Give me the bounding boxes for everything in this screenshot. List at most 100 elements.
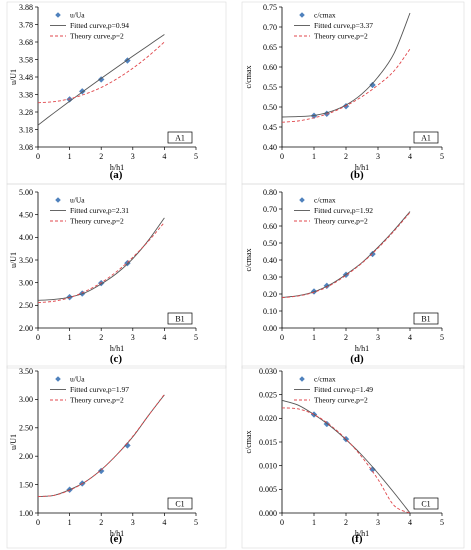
data-point [124, 259, 131, 267]
y-tick-label: 0.010 [259, 461, 277, 470]
y-axis-label: u/U1 [9, 252, 18, 268]
legend-label: u/Ua [70, 11, 85, 20]
y-tick-label: 0.50 [263, 103, 277, 112]
x-tick-label: 4 [408, 333, 412, 342]
x-axis-label: h/h1 [110, 344, 124, 353]
y-tick-label: 0.55 [263, 83, 277, 92]
y-tick-label: 3.28 [19, 108, 33, 117]
y-axis-label: c/cmax [244, 65, 253, 88]
theory-curve-line [38, 394, 165, 497]
legend-label: u/Ua [70, 375, 85, 384]
panel-frame [6, 365, 227, 549]
y-tick-label: 1.50 [19, 480, 33, 489]
panel-tag-box [413, 497, 439, 510]
x-tick-label: 0 [280, 152, 284, 161]
legend-label: c/cmax [314, 11, 336, 20]
y-tick-label: 3.50 [19, 256, 33, 265]
y-tick-label: 0.30 [263, 273, 277, 282]
legend-marker-icon [55, 376, 61, 382]
chart-panel-3: 2.00 2.50 3.00 3.50 4.00 4.50 5.00 0 1 2 3 4 5 h/h1 u/… [6, 183, 227, 369]
chart-panel-4: 0.00 0.10 0.20 0.30 0.40 0.50 0.60 0.70 0.80 0 1 2 3… [241, 183, 465, 369]
y-tick-label: 2.50 [19, 424, 33, 433]
y-tick-label: 0.70 [263, 205, 277, 214]
y-tick-label: 1.00 [19, 509, 33, 518]
legend-marker-icon [55, 197, 61, 203]
legend-label: u/Ua [70, 196, 85, 205]
x-tick-label: 5 [194, 152, 198, 161]
fitted-curve-line [282, 12, 411, 118]
y-tick-label: 3.18 [19, 125, 33, 134]
legend-label: Fitted curve,p=1.49 [314, 385, 373, 394]
y-tick-label: 3.88 [19, 3, 33, 12]
y-tick-label: 2.00 [19, 324, 33, 333]
y-tick-label: 0.20 [263, 290, 277, 299]
panel-frame [241, 365, 465, 549]
y-tick-label: 0.030 [259, 367, 277, 376]
theory-curve-line [282, 48, 411, 123]
x-tick-label: 1 [68, 518, 72, 527]
panel-tag-box [167, 131, 193, 144]
legend-label: Theory curve,p=2 [314, 217, 368, 226]
x-tick-label: 4 [408, 518, 412, 527]
legend-label: Theory curve,p=2 [314, 396, 368, 405]
legend-label: c/cmax [314, 375, 336, 384]
panel-frame [6, 183, 227, 369]
y-tick-label: 2.00 [19, 452, 33, 461]
legend-label: Theory curve,p=2 [70, 32, 124, 41]
panel-caption: (c) [110, 353, 123, 365]
y-tick-label: 0.025 [259, 390, 277, 399]
y-tick-label: 0.005 [259, 485, 277, 494]
y-tick-label: 4.00 [19, 233, 33, 242]
panel-tag-label: B1 [175, 314, 184, 323]
chart-panel-5: 1.00 1.50 2.00 2.50 3.00 3.50 0 1 2 3 4 5 h/h1 u/U1 u/… [6, 365, 227, 549]
x-tick-label: 5 [440, 333, 444, 342]
panel-tag-label: C1 [175, 499, 184, 508]
y-tick-label: 4.50 [19, 210, 33, 219]
x-tick-label: 5 [440, 518, 444, 527]
y-tick-label: 0.65 [263, 43, 277, 52]
x-axis-label: h/h1 [110, 529, 124, 538]
fitted-curve-line [282, 399, 411, 513]
x-tick-label: 1 [312, 518, 316, 527]
y-axis-label: c/cmax [244, 430, 253, 453]
y-tick-label: 3.50 [19, 367, 33, 376]
panel-caption: (d) [350, 353, 364, 365]
data-point [97, 76, 105, 83]
y-axis-label: c/cmax [244, 248, 253, 271]
panel-caption: (b) [350, 169, 364, 181]
y-tick-label: 2.50 [19, 301, 33, 310]
x-tick-label: 0 [280, 518, 284, 527]
y-tick-label: 3.00 [19, 278, 33, 287]
x-tick-label: 5 [194, 518, 198, 527]
x-axis-label: h/h1 [110, 163, 124, 172]
fitted-curve-line [38, 394, 165, 497]
y-tick-label: 5.00 [19, 188, 33, 197]
panel-tag-box [413, 131, 439, 144]
chart-panel-1: 3.08 3.18 3.28 3.38 3.48 3.58 3.68 3.78 3.88 0 1 2 3… [6, 1, 227, 185]
x-tick-label: 0 [36, 333, 40, 342]
panel-caption: (a) [110, 169, 123, 181]
y-tick-label: 0.40 [263, 143, 277, 152]
panel-frame [241, 183, 465, 369]
x-tick-label: 4 [162, 333, 166, 342]
y-axis-label: u/U1 [9, 69, 18, 85]
y-tick-label: 0.80 [263, 188, 277, 197]
x-tick-label: 3 [131, 152, 135, 161]
y-tick-label: 0.10 [263, 307, 277, 316]
x-tick-label: 0 [280, 333, 284, 342]
x-tick-label: 2 [99, 152, 103, 161]
y-tick-label: 0.70 [263, 23, 277, 32]
x-tick-label: 0 [36, 152, 40, 161]
panel-tag-box [167, 497, 193, 510]
fitted-curve-line [38, 217, 165, 301]
x-tick-label: 4 [162, 518, 166, 527]
y-tick-label: 0.020 [259, 414, 277, 423]
panel-tag-label: C1 [421, 499, 430, 508]
x-tick-label: 5 [440, 152, 444, 161]
x-axis-label: h/h1 [355, 163, 369, 172]
legend-label: Fitted curve,p=3.37 [314, 21, 373, 30]
legend-label: Theory curve,p=2 [70, 396, 124, 405]
x-tick-label: 3 [376, 518, 380, 527]
panel-tag-label: A1 [175, 133, 185, 142]
